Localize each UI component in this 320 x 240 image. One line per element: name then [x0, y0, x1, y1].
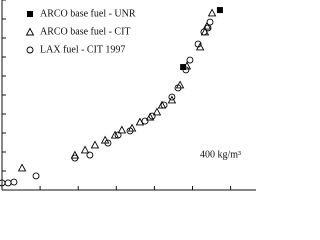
legend-label: ARCO base fuel - CIT — [40, 26, 131, 37]
point — [17, 163, 27, 172]
point — [145, 112, 155, 121]
legend-marker — [25, 27, 35, 36]
point — [186, 56, 194, 64]
legend-marker — [26, 46, 34, 54]
point — [157, 100, 167, 109]
point — [86, 151, 94, 159]
point — [216, 7, 223, 14]
point — [174, 84, 182, 92]
point — [117, 125, 127, 134]
point — [204, 24, 212, 32]
point — [71, 154, 79, 162]
point — [114, 131, 122, 139]
point — [104, 139, 112, 147]
point — [141, 117, 149, 125]
legend-marker — [27, 11, 33, 17]
point — [110, 130, 120, 139]
point — [4, 179, 12, 187]
point — [70, 150, 80, 159]
point — [168, 93, 176, 101]
point — [182, 66, 190, 74]
point — [207, 8, 217, 17]
chart: 400 kg/m³ ARCO base fuel - UNR ARCO base … — [0, 0, 256, 191]
point — [160, 101, 168, 109]
point — [10, 178, 18, 186]
annotation: 400 kg/m³ — [200, 149, 241, 160]
point — [206, 18, 214, 26]
point — [126, 127, 134, 135]
point — [200, 28, 208, 36]
point — [194, 40, 202, 48]
legend-label: LAX fuel - CIT 1997 — [40, 44, 125, 55]
point — [152, 107, 162, 116]
page: {"chart_data": {"type": "scatter", "anno… — [0, 0, 256, 191]
point — [32, 172, 40, 180]
point — [182, 61, 192, 70]
legend-label: ARCO base fuel - UNR — [40, 8, 136, 19]
point — [80, 145, 90, 154]
point — [180, 64, 187, 71]
point — [202, 21, 212, 30]
point — [90, 140, 100, 149]
point — [148, 112, 156, 120]
